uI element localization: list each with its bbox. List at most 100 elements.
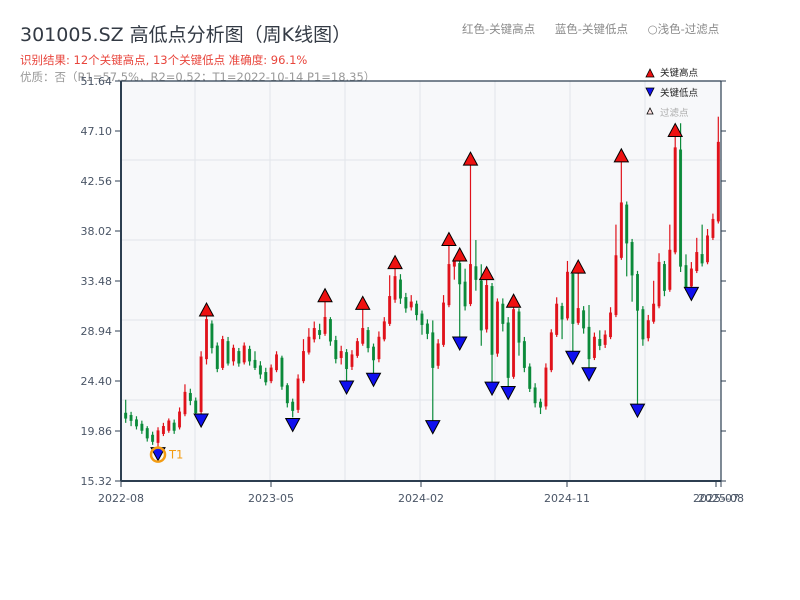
candle-body bbox=[592, 336, 596, 359]
candle-body bbox=[501, 303, 505, 324]
key-high-marker-icon bbox=[478, 265, 495, 281]
candle-body bbox=[210, 323, 214, 349]
candle-body bbox=[495, 301, 499, 354]
candle-body bbox=[312, 327, 316, 340]
candle-body bbox=[646, 320, 650, 339]
candle-body bbox=[355, 341, 359, 356]
key-low-marker-icon bbox=[500, 386, 517, 401]
candle-body bbox=[215, 345, 219, 370]
candle-body bbox=[188, 392, 192, 401]
candle-body bbox=[361, 327, 365, 344]
candle-body bbox=[673, 147, 677, 253]
key-high-marker-icon bbox=[317, 287, 333, 303]
candle-body bbox=[463, 281, 467, 307]
candle-body bbox=[711, 218, 715, 238]
candle-body bbox=[533, 387, 537, 404]
candle-body bbox=[183, 391, 187, 415]
candle-body bbox=[539, 401, 542, 408]
candle-body bbox=[280, 357, 284, 387]
candle-body bbox=[366, 330, 370, 349]
y-tick-label: 24.40 bbox=[81, 375, 113, 388]
candle-body bbox=[458, 263, 462, 285]
candle-body bbox=[135, 419, 138, 427]
candle-body bbox=[253, 359, 257, 368]
candle-body bbox=[485, 285, 489, 330]
candle-body bbox=[350, 354, 354, 367]
candle-body bbox=[372, 346, 375, 361]
candle-body bbox=[576, 308, 580, 323]
candle-body bbox=[258, 365, 262, 375]
candle-body bbox=[636, 274, 639, 311]
candle-body bbox=[447, 264, 451, 306]
y-tick-label: 33.48 bbox=[81, 275, 113, 288]
key-low-marker-icon bbox=[484, 381, 500, 397]
candle-body bbox=[506, 322, 510, 378]
candle-body bbox=[479, 280, 483, 331]
candle-body bbox=[231, 347, 235, 362]
candle-body bbox=[194, 400, 198, 414]
plot-area bbox=[121, 81, 721, 481]
candle-body bbox=[560, 305, 564, 320]
candle-body bbox=[409, 301, 413, 308]
candle-body bbox=[512, 309, 516, 377]
candle-body bbox=[205, 319, 208, 360]
candle-body bbox=[382, 321, 386, 340]
candle-body bbox=[549, 332, 553, 371]
candle-body bbox=[237, 351, 241, 364]
y-tick-label: 51.64 bbox=[81, 75, 113, 88]
candle-body bbox=[684, 265, 688, 288]
chart-title: 301005.SZ 高低点分析图（周K线图） bbox=[20, 24, 352, 46]
key-high-marker-icon bbox=[441, 231, 457, 247]
candle-body bbox=[431, 332, 435, 368]
candle-body bbox=[275, 354, 278, 371]
candle-body bbox=[603, 334, 607, 345]
axes: 15.32 19.86 24.40 28.94 33.48 38.02 42.56 47.10… bbox=[81, 75, 744, 505]
key-low-marker-icon bbox=[424, 420, 441, 435]
y-tick-label: 42.56 bbox=[81, 175, 113, 188]
candle-body bbox=[668, 249, 672, 290]
candle-body bbox=[242, 345, 246, 363]
candle-body bbox=[517, 311, 521, 343]
legend-blue-low: 蓝色-关键低点 bbox=[554, 22, 628, 36]
candle-body bbox=[248, 348, 252, 362]
x-tick-label: 2025-08 bbox=[698, 492, 744, 505]
candle-body bbox=[291, 401, 295, 411]
y-tick-label: 19.86 bbox=[81, 425, 113, 438]
candle-body bbox=[625, 204, 629, 244]
candle-body bbox=[566, 271, 569, 319]
candle-body bbox=[442, 302, 445, 345]
candle-body bbox=[415, 303, 419, 316]
filtered-marker-icon bbox=[646, 107, 654, 115]
key-low-marker-icon bbox=[683, 286, 700, 302]
y-tick-label: 38.02 bbox=[81, 225, 113, 238]
candle-body bbox=[345, 352, 349, 370]
x-tick-label: 2024-11 bbox=[544, 492, 590, 505]
candle-body bbox=[630, 242, 634, 276]
candle-body bbox=[679, 149, 683, 267]
candle-body bbox=[689, 268, 693, 287]
candle-body bbox=[167, 420, 171, 431]
candle-body bbox=[264, 372, 268, 383]
top-legend: 红色-关键高点 蓝色-关键低点 ○浅色-过滤点 bbox=[462, 21, 719, 37]
candle-body bbox=[172, 422, 176, 431]
candle-body bbox=[151, 434, 155, 442]
candle-body bbox=[582, 310, 586, 329]
key-high-marker-icon bbox=[198, 301, 215, 317]
candle-body bbox=[598, 338, 602, 346]
candle-body bbox=[318, 330, 322, 335]
candle-body bbox=[285, 385, 289, 404]
legend-low-label: 关键低点 bbox=[660, 87, 699, 99]
key-low-marker-icon bbox=[629, 403, 646, 419]
candles bbox=[124, 116, 720, 448]
candle-body bbox=[652, 303, 656, 322]
candle-body bbox=[555, 303, 559, 335]
x-tick-label: 2025-07 bbox=[693, 492, 739, 505]
key-low-marker-icon bbox=[193, 413, 209, 429]
candle-body bbox=[178, 411, 182, 428]
candle-body bbox=[452, 260, 456, 267]
recognition-result: 识别结果: 12个关键高点, 13个关键低点 准确度: 96.1% bbox=[20, 53, 308, 67]
candle-body bbox=[469, 264, 472, 305]
key-high-marker-icon bbox=[354, 295, 371, 310]
key-high-marker-icon bbox=[570, 259, 587, 274]
